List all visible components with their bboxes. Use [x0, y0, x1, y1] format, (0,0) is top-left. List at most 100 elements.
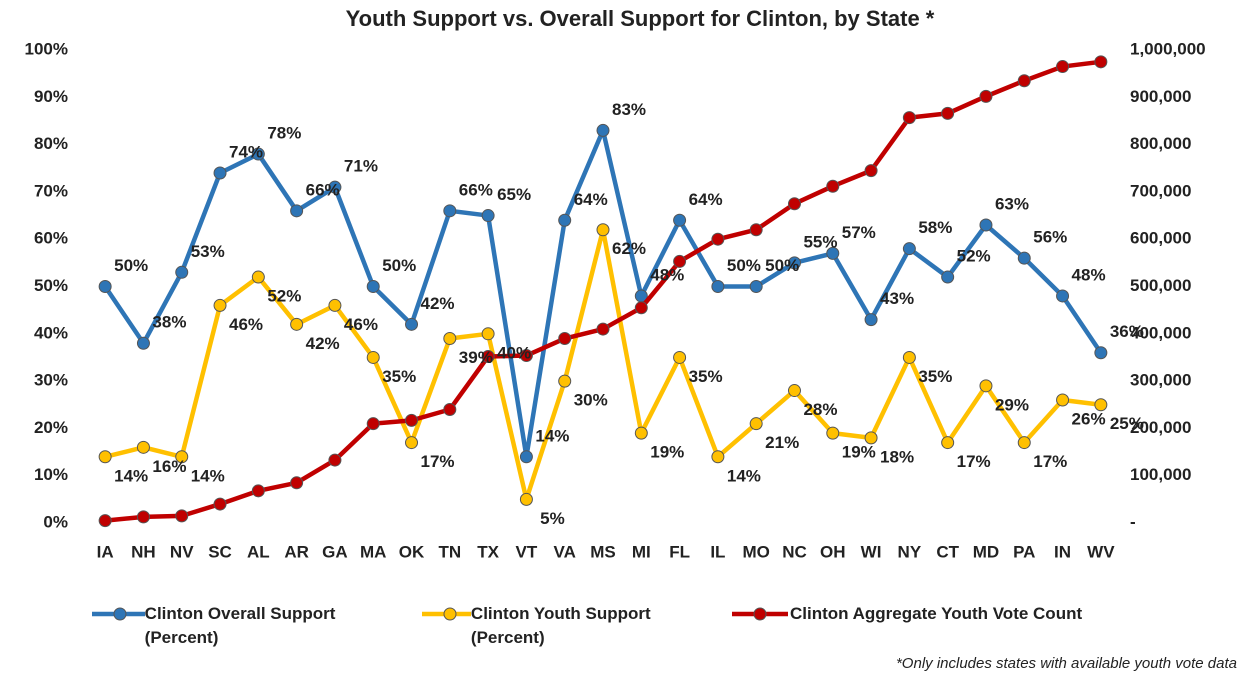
legend-marker [443, 607, 457, 621]
point [634, 301, 648, 315]
point [366, 417, 380, 431]
y-tick-label: 80% [34, 134, 68, 153]
point [1017, 251, 1031, 265]
point [864, 164, 878, 178]
point [941, 106, 955, 120]
point [634, 426, 648, 440]
point [481, 350, 495, 364]
data-label: 35% [689, 367, 723, 386]
point [213, 497, 227, 511]
x-tick-label: WV [1087, 542, 1115, 561]
point [366, 350, 380, 364]
data-label: 66% [459, 180, 493, 199]
legend-item: Clinton Youth Support (Percent) [420, 602, 690, 650]
point [290, 317, 304, 331]
y2-tick-label: 700,000 [1130, 181, 1191, 200]
x-tick-label: PA [1013, 542, 1035, 561]
x-tick-label: FL [669, 542, 690, 561]
data-label: 14% [727, 466, 761, 485]
point [136, 336, 150, 350]
data-label: 18% [880, 447, 914, 466]
x-tick-label: MA [360, 542, 386, 561]
y2-tick-label: 500,000 [1130, 276, 1191, 295]
x-tick-label: IL [710, 542, 725, 561]
x-tick-label: AR [284, 542, 309, 561]
point [787, 197, 801, 211]
data-label: 28% [803, 400, 837, 419]
data-label: 21% [765, 433, 799, 452]
data-label: 14% [535, 426, 569, 445]
data-label: 35% [918, 367, 952, 386]
point [979, 218, 993, 232]
point [787, 256, 801, 270]
point [749, 280, 763, 293]
data-label: 29% [995, 395, 1029, 414]
legend-swatch [92, 607, 145, 621]
x-tick-label: OK [399, 542, 425, 561]
x-tick-label: MS [590, 542, 616, 561]
data-label: 63% [995, 194, 1029, 213]
data-label: 62% [612, 239, 646, 258]
point [749, 223, 763, 237]
point [673, 213, 687, 227]
data-label: 38% [152, 313, 186, 332]
point [596, 223, 610, 237]
point [251, 270, 265, 284]
point [902, 242, 916, 256]
point [251, 484, 265, 498]
x-tick-label: CT [936, 542, 959, 561]
point [826, 246, 840, 260]
data-label: 19% [842, 443, 876, 462]
data-label: 17% [1033, 452, 1067, 471]
data-label: 53% [191, 242, 225, 261]
data-label: 48% [1072, 265, 1106, 284]
point [443, 204, 457, 218]
data-label: 50% [382, 256, 416, 275]
point [405, 317, 419, 331]
x-tick-label: NC [782, 542, 807, 561]
legend: Clinton Overall Support (Percent) Clinton… [0, 602, 1257, 662]
footnote: *Only includes states with available you… [895, 655, 1237, 672]
x-tick-label: MO [742, 542, 769, 561]
point [941, 436, 955, 450]
data-label: 50% [765, 256, 799, 275]
point [519, 349, 533, 363]
x-tick-label: TN [438, 542, 461, 561]
x-tick-label: GA [322, 542, 348, 561]
point [1094, 346, 1108, 360]
y-tick-label: 90% [34, 87, 68, 106]
data-label: 36% [1110, 322, 1144, 341]
point [826, 426, 840, 440]
legend-label: Clinton Aggregate Youth Vote Count [790, 604, 1083, 623]
data-label: 64% [689, 190, 723, 209]
point [979, 89, 993, 103]
x-tick-label: SC [208, 542, 232, 561]
point [787, 384, 801, 398]
point [1094, 55, 1108, 69]
point [213, 166, 227, 180]
data-label: 26% [1072, 410, 1106, 429]
point [443, 402, 457, 416]
y-tick-label: 10% [34, 465, 68, 484]
x-tick-label: VA [554, 542, 576, 561]
y2-tick-label: 300,000 [1130, 371, 1191, 390]
legend-swatch [422, 607, 471, 621]
point [251, 147, 265, 161]
point [826, 179, 840, 193]
data-label: 40% [497, 343, 531, 362]
data-label: 50% [727, 256, 761, 275]
point [864, 431, 878, 445]
data-label: 17% [957, 452, 991, 471]
data-label: 50% [114, 256, 148, 275]
legend-marker [753, 607, 767, 621]
point [481, 209, 495, 223]
data-label: 19% [650, 443, 684, 462]
y-tick-label: 70% [34, 181, 68, 200]
data-label: 46% [229, 315, 263, 334]
y2-tick-label: 400,000 [1130, 323, 1191, 342]
point [175, 509, 189, 523]
x-tick-label: MI [632, 542, 651, 561]
x-tick-label: IA [97, 542, 114, 561]
